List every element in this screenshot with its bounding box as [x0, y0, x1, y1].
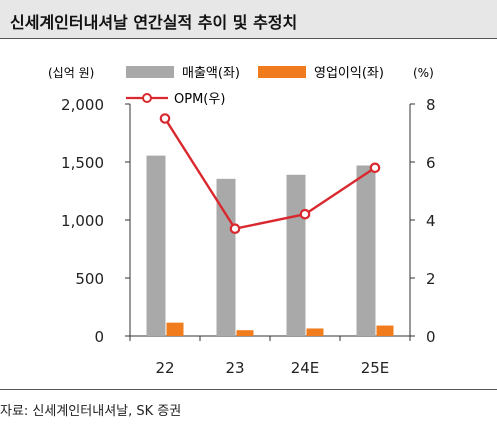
source-note: 자료: 신세계인터내셔날, SK 증권 [0, 404, 182, 419]
left-tick-label: 0 [94, 328, 104, 346]
legend: 매출액(좌) 영업이익(좌) OPM(우) [126, 66, 384, 107]
x-tick-label: 25E [361, 359, 390, 377]
right-tick-label: 6 [426, 154, 436, 172]
right-tick-label: 0 [426, 328, 436, 346]
legend-label-op: 영업이익(좌) [314, 66, 384, 81]
bar-op [166, 322, 184, 336]
bars [146, 155, 394, 336]
legend-label-sales: 매출액(좌) [182, 66, 240, 81]
right-tick-label: 2 [426, 270, 436, 288]
right-axis-unit: (%) [413, 66, 434, 80]
axes: 2,000 1,500 1,000 500 0 8 6 4 2 0 [61, 96, 436, 346]
right-tick-label: 8 [426, 96, 436, 114]
x-tick-label: 23 [225, 359, 244, 377]
opm-point [299, 208, 311, 220]
bar-sales [146, 155, 166, 336]
opm-point [159, 113, 171, 124]
opm-polyline [163, 117, 376, 231]
bar-op [376, 325, 394, 336]
left-tick-label: 1,000 [61, 212, 104, 230]
opm-point [369, 162, 381, 174]
bar-sales [286, 174, 306, 336]
bar-op [306, 328, 324, 336]
bar-sales [356, 165, 376, 336]
opm-point [229, 223, 241, 234]
left-tick-label: 500 [75, 270, 104, 288]
bottom-rule [0, 389, 497, 390]
legend-marker-opm [142, 93, 152, 103]
bar-sales [216, 178, 236, 336]
header-bar: 신세계인터내셔날 연간실적 추이 및 추정치 [0, 0, 497, 38]
left-tick-label: 1,500 [61, 154, 104, 172]
legend-swatch-sales [126, 66, 174, 78]
right-tick-label: 4 [426, 212, 436, 230]
opm-line [159, 113, 381, 234]
x-tick-labels: 22 23 24E 25E [155, 359, 389, 377]
bar-op [236, 330, 254, 336]
legend-swatch-op [258, 66, 306, 78]
top-rule [0, 38, 497, 39]
chart-svg: 매출액(좌) 영업이익(좌) OPM(우) (십억 원) (%) 2,000 1,… [48, 66, 436, 377]
left-tick-label: 2,000 [61, 96, 104, 114]
legend-label-opm: OPM(우) [174, 92, 225, 107]
x-tick-label: 24E [291, 359, 320, 377]
x-tick-label: 22 [155, 359, 174, 377]
left-axis-unit: (십억 원) [48, 66, 94, 80]
chart-title: 신세계인터내셔날 연간실적 추이 및 추정치 [10, 13, 298, 32]
